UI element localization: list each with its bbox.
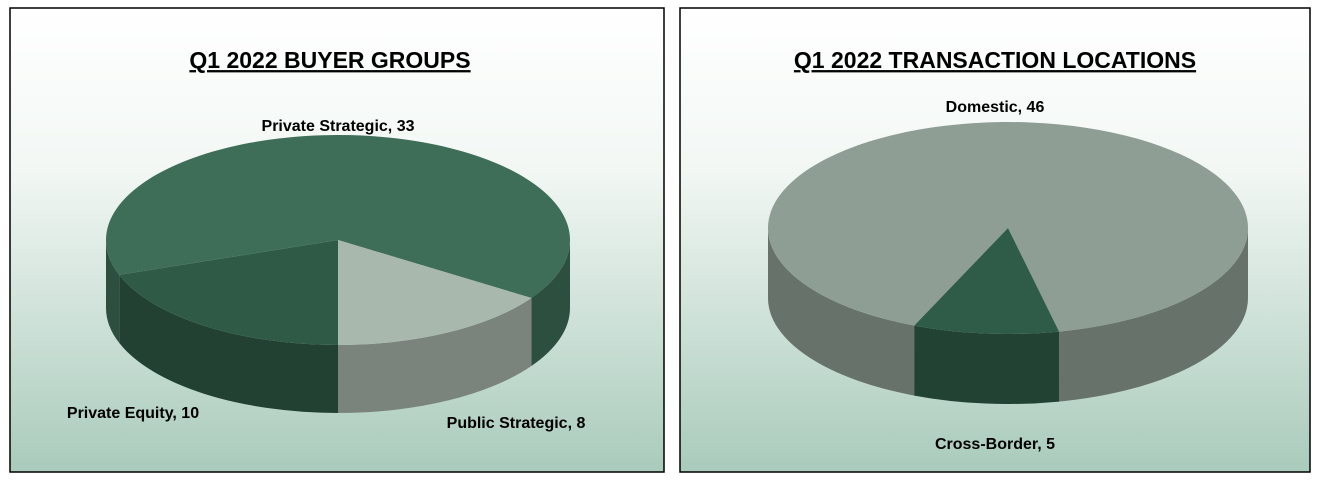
slice-side [531,240,570,366]
data-label: Public Strategic, 8 [447,415,586,432]
slice-side [914,325,1060,405]
slice [914,228,1060,334]
data-label: Private Equity, 10 [67,405,199,422]
slice [106,135,571,298]
data-label: Domestic, 46 [946,99,1045,116]
data-label: Private Strategic, 33 [262,118,415,135]
slice-side [768,228,915,396]
slice-side [119,274,338,413]
chart-title: Q1 2022 TRANSACTION LOCATIONS [794,47,1196,73]
data-label: Cross-Border, 5 [935,436,1055,453]
slice [768,122,1248,332]
slice [119,240,338,345]
slice-side [338,297,532,413]
chart-title: Q1 2022 BUYER GROUPS [189,47,470,73]
slice [338,240,532,345]
slice-side [106,240,120,343]
slice-side [1059,228,1248,402]
